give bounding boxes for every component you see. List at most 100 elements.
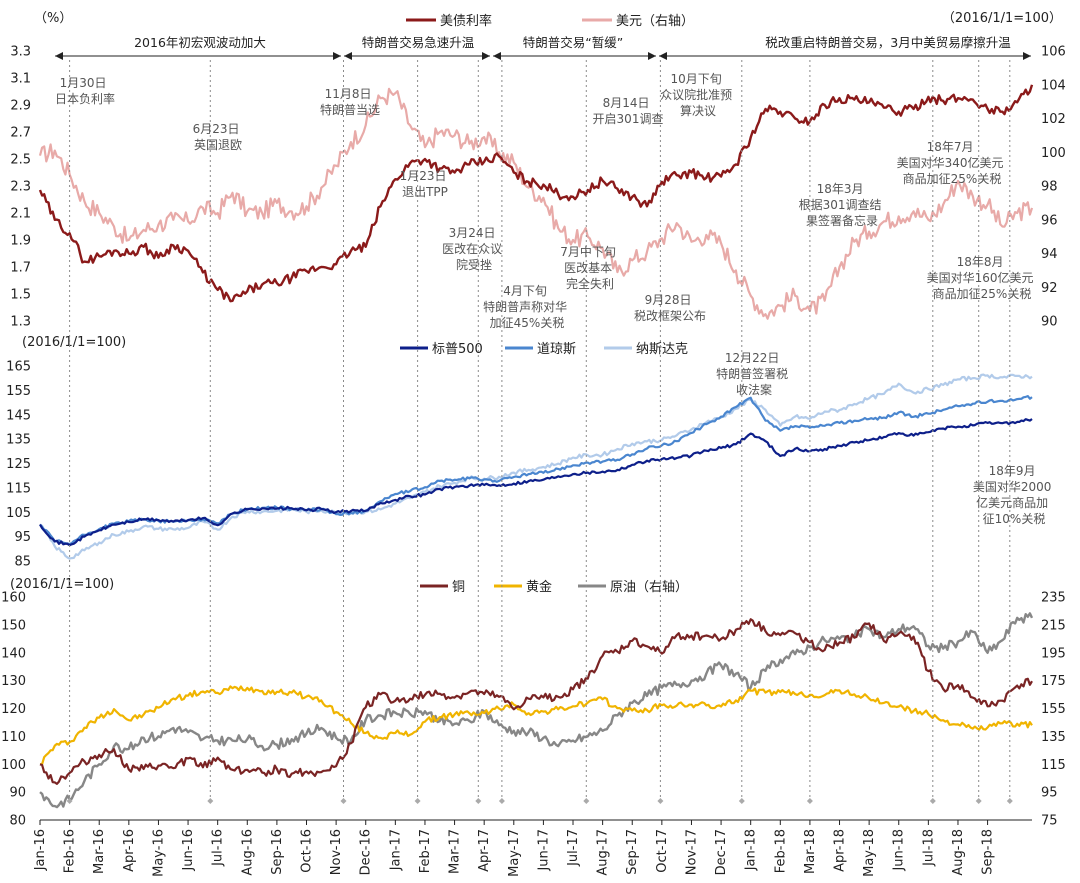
annotation-mar24-line: 院受挫 — [456, 258, 492, 272]
panel3-left-tick: 120 — [1, 702, 26, 717]
panel2-left-tick: 155 — [6, 384, 31, 399]
band-3: 特朗普交易“暂缓” — [493, 35, 656, 60]
panel1-left-tick: 1.3 — [10, 315, 31, 330]
x-axis-tick-label: Jun-17 — [536, 829, 551, 872]
panel2-left-tick: 145 — [6, 408, 31, 423]
x-axis-tick-label: Jun-18 — [892, 829, 907, 872]
annotation-jan30: 1月30日 日本负利率 — [55, 76, 115, 106]
band-4-label: 税改重启特朗普交易，3月中美贸易摩擦升温 — [765, 35, 1011, 50]
annotation-nov8: 11月8日 特朗普当选 — [320, 87, 380, 117]
x-axis-tick-label: Aug-18 — [951, 829, 966, 876]
annotation-jan30-line: 1月30日 — [60, 76, 107, 90]
annotation-dec22-line: 收法案 — [736, 382, 772, 397]
annotation-mar24-line: 医改在众议 — [442, 242, 502, 256]
panel2-left-tick: 85 — [14, 555, 31, 570]
event-marker — [738, 798, 745, 804]
x-axis-tick-label: Jun-16 — [181, 829, 196, 872]
panel3-series — [39, 612, 1034, 809]
annotation-apr: 4月下旬 特朗普声称对华 加征45%关税 — [483, 284, 571, 330]
panel2-series — [39, 373, 1033, 560]
panel2-left-tick: 115 — [6, 481, 31, 496]
annotation-jul-line: 完全失利 — [566, 276, 614, 291]
panel3-left-tick: 130 — [1, 674, 26, 689]
x-axis-tick-label: Jul-18 — [921, 829, 936, 867]
event-marker — [340, 798, 347, 804]
annotation-jul-line: 医改基本 — [564, 261, 612, 275]
panel1-right-tick: 100 — [1041, 146, 1066, 161]
x-axis-tick-label: Dec-16 — [359, 829, 374, 875]
band-2: 特朗普交易急速升温 — [344, 35, 490, 60]
panel2-left-axis: 85 95 105 115 125 135 145 155 165 — [6, 360, 31, 570]
annotation-jun23-line: 英国退欧 — [194, 138, 242, 152]
panel3-left-tick: 100 — [1, 758, 26, 773]
panel3-left-tick: 110 — [1, 730, 26, 745]
event-marker — [806, 798, 813, 804]
legend-label-treasury: 美债利率 — [440, 13, 492, 29]
event-marker — [66, 798, 73, 804]
panel1-left-axis: 1.3 1.5 1.7 1.9 2.1 2.3 2.5 2.7 2.9 3.1 3.3 — [10, 45, 31, 330]
panel1-right-tick: 102 — [1041, 112, 1066, 127]
x-axis-tick-label: Sep-16 — [270, 829, 285, 875]
panel3-legend: 铜 黄金 原油（右轴） — [420, 579, 688, 595]
series-line-sp500 — [39, 418, 1033, 547]
annotation-oct-line: 算决议 — [680, 103, 716, 118]
panel3-right-tick: 235 — [1041, 591, 1066, 606]
annotation-jan30-line: 日本负利率 — [55, 91, 115, 106]
x-axis-tick-label: Jan-16 — [33, 829, 48, 871]
x-axis-tick-label: Sep-17 — [625, 829, 640, 875]
x-axis-tick-label: Apr-17 — [477, 829, 492, 872]
x-axis-tick-label: Sep-18 — [981, 829, 996, 875]
series-line-copper — [39, 618, 1033, 785]
band-3-label: 特朗普交易“暂缓” — [523, 35, 623, 50]
annotation-jan23: 1月23日 退出TPP — [400, 169, 451, 199]
panel3-right-tick: 115 — [1041, 758, 1066, 773]
annotation-sep28: 9月28日 税改框架公布 — [634, 293, 706, 323]
annotation-aug14: 8月14日 开启301调查 — [593, 96, 664, 126]
annotation-dec22-line: 12月22日 — [725, 351, 780, 365]
panel1-legend: 美债利率 美元（右轴） — [406, 13, 694, 29]
annotation-oct: 10月下旬 众议院批准预 算决议 — [660, 72, 736, 118]
panel1-left-tick: 2.3 — [10, 180, 31, 195]
annotation-sep18-line: 美国对华2000 — [973, 480, 1052, 494]
event-marker — [475, 798, 482, 804]
annotation-nov8-line: 特朗普当选 — [320, 102, 380, 117]
panel1-left-tick: 3.3 — [10, 45, 31, 60]
band-1: 2016年初宏观波动加大 — [55, 35, 341, 60]
annotation-jul18-line: 18年7月 — [927, 140, 974, 154]
event-marker — [975, 798, 982, 804]
annotation-oct-line: 10月下旬 — [670, 72, 721, 86]
annotation-jun23-line: 6月23日 — [193, 122, 240, 136]
annotation-jan23-line: 1月23日 — [400, 169, 447, 183]
legend-label-sp500: 标普500 — [432, 342, 483, 357]
annotation-jul-line: 7月中下旬 — [560, 244, 616, 259]
annotations: 1月30日 日本负利率 6月23日 英国退欧 11月8日 特朗普当选 1月23日… — [55, 72, 1052, 526]
annotation-mar18-line: 根据301调查结 — [799, 198, 882, 212]
panel2-left-tick: 135 — [6, 433, 31, 448]
annotation-apr-line: 特朗普声称对华 — [483, 299, 567, 314]
annotation-mar18-line: 18年3月 — [817, 182, 864, 196]
band-1-label: 2016年初宏观波动加大 — [134, 35, 266, 50]
annotation-jul18: 18年7月 美国对华340亿美元 商品加征25%关税 — [897, 140, 1008, 186]
x-axis-tick-label: Feb-18 — [773, 829, 788, 873]
band-2-label: 特朗普交易急速升温 — [362, 35, 475, 50]
annotation-aug18: 18年8月 美国对华160亿美元 商品加征25%关税 — [927, 255, 1038, 301]
event-marker — [657, 798, 664, 804]
event-marker — [498, 798, 505, 804]
x-axis-tick-label: Oct-17 — [655, 829, 670, 873]
x-axis-tick-label: Aug-17 — [596, 829, 611, 876]
panel3-right-tick: 135 — [1041, 730, 1066, 745]
series-line-dollar — [38, 87, 1034, 320]
annotation-jul: 7月中下旬 医改基本 完全失利 — [560, 244, 619, 291]
legend-label-dollar: 美元（右轴） — [616, 14, 694, 29]
annotation-mar24: 3月24日 医改在众议 院受挫 — [442, 226, 506, 272]
x-axis: Jan-16 Feb-16 Mar-16 Apr-16 May-16 Jun-16 Jul-… — [33, 819, 1032, 877]
panel3-left-tick: 90 — [9, 786, 26, 801]
x-axis-tick-label: Nov-17 — [685, 829, 700, 875]
panel2-left-tick: 125 — [6, 457, 31, 472]
event-lines — [66, 60, 1013, 804]
panel3-left-tick: 140 — [1, 646, 26, 661]
annotation-apr-line: 加征45%关税 — [490, 316, 565, 330]
series-line-gold — [39, 685, 1033, 766]
panel2-left-tick: 165 — [6, 360, 31, 375]
annotation-aug14-line: 开启301调查 — [593, 112, 664, 126]
